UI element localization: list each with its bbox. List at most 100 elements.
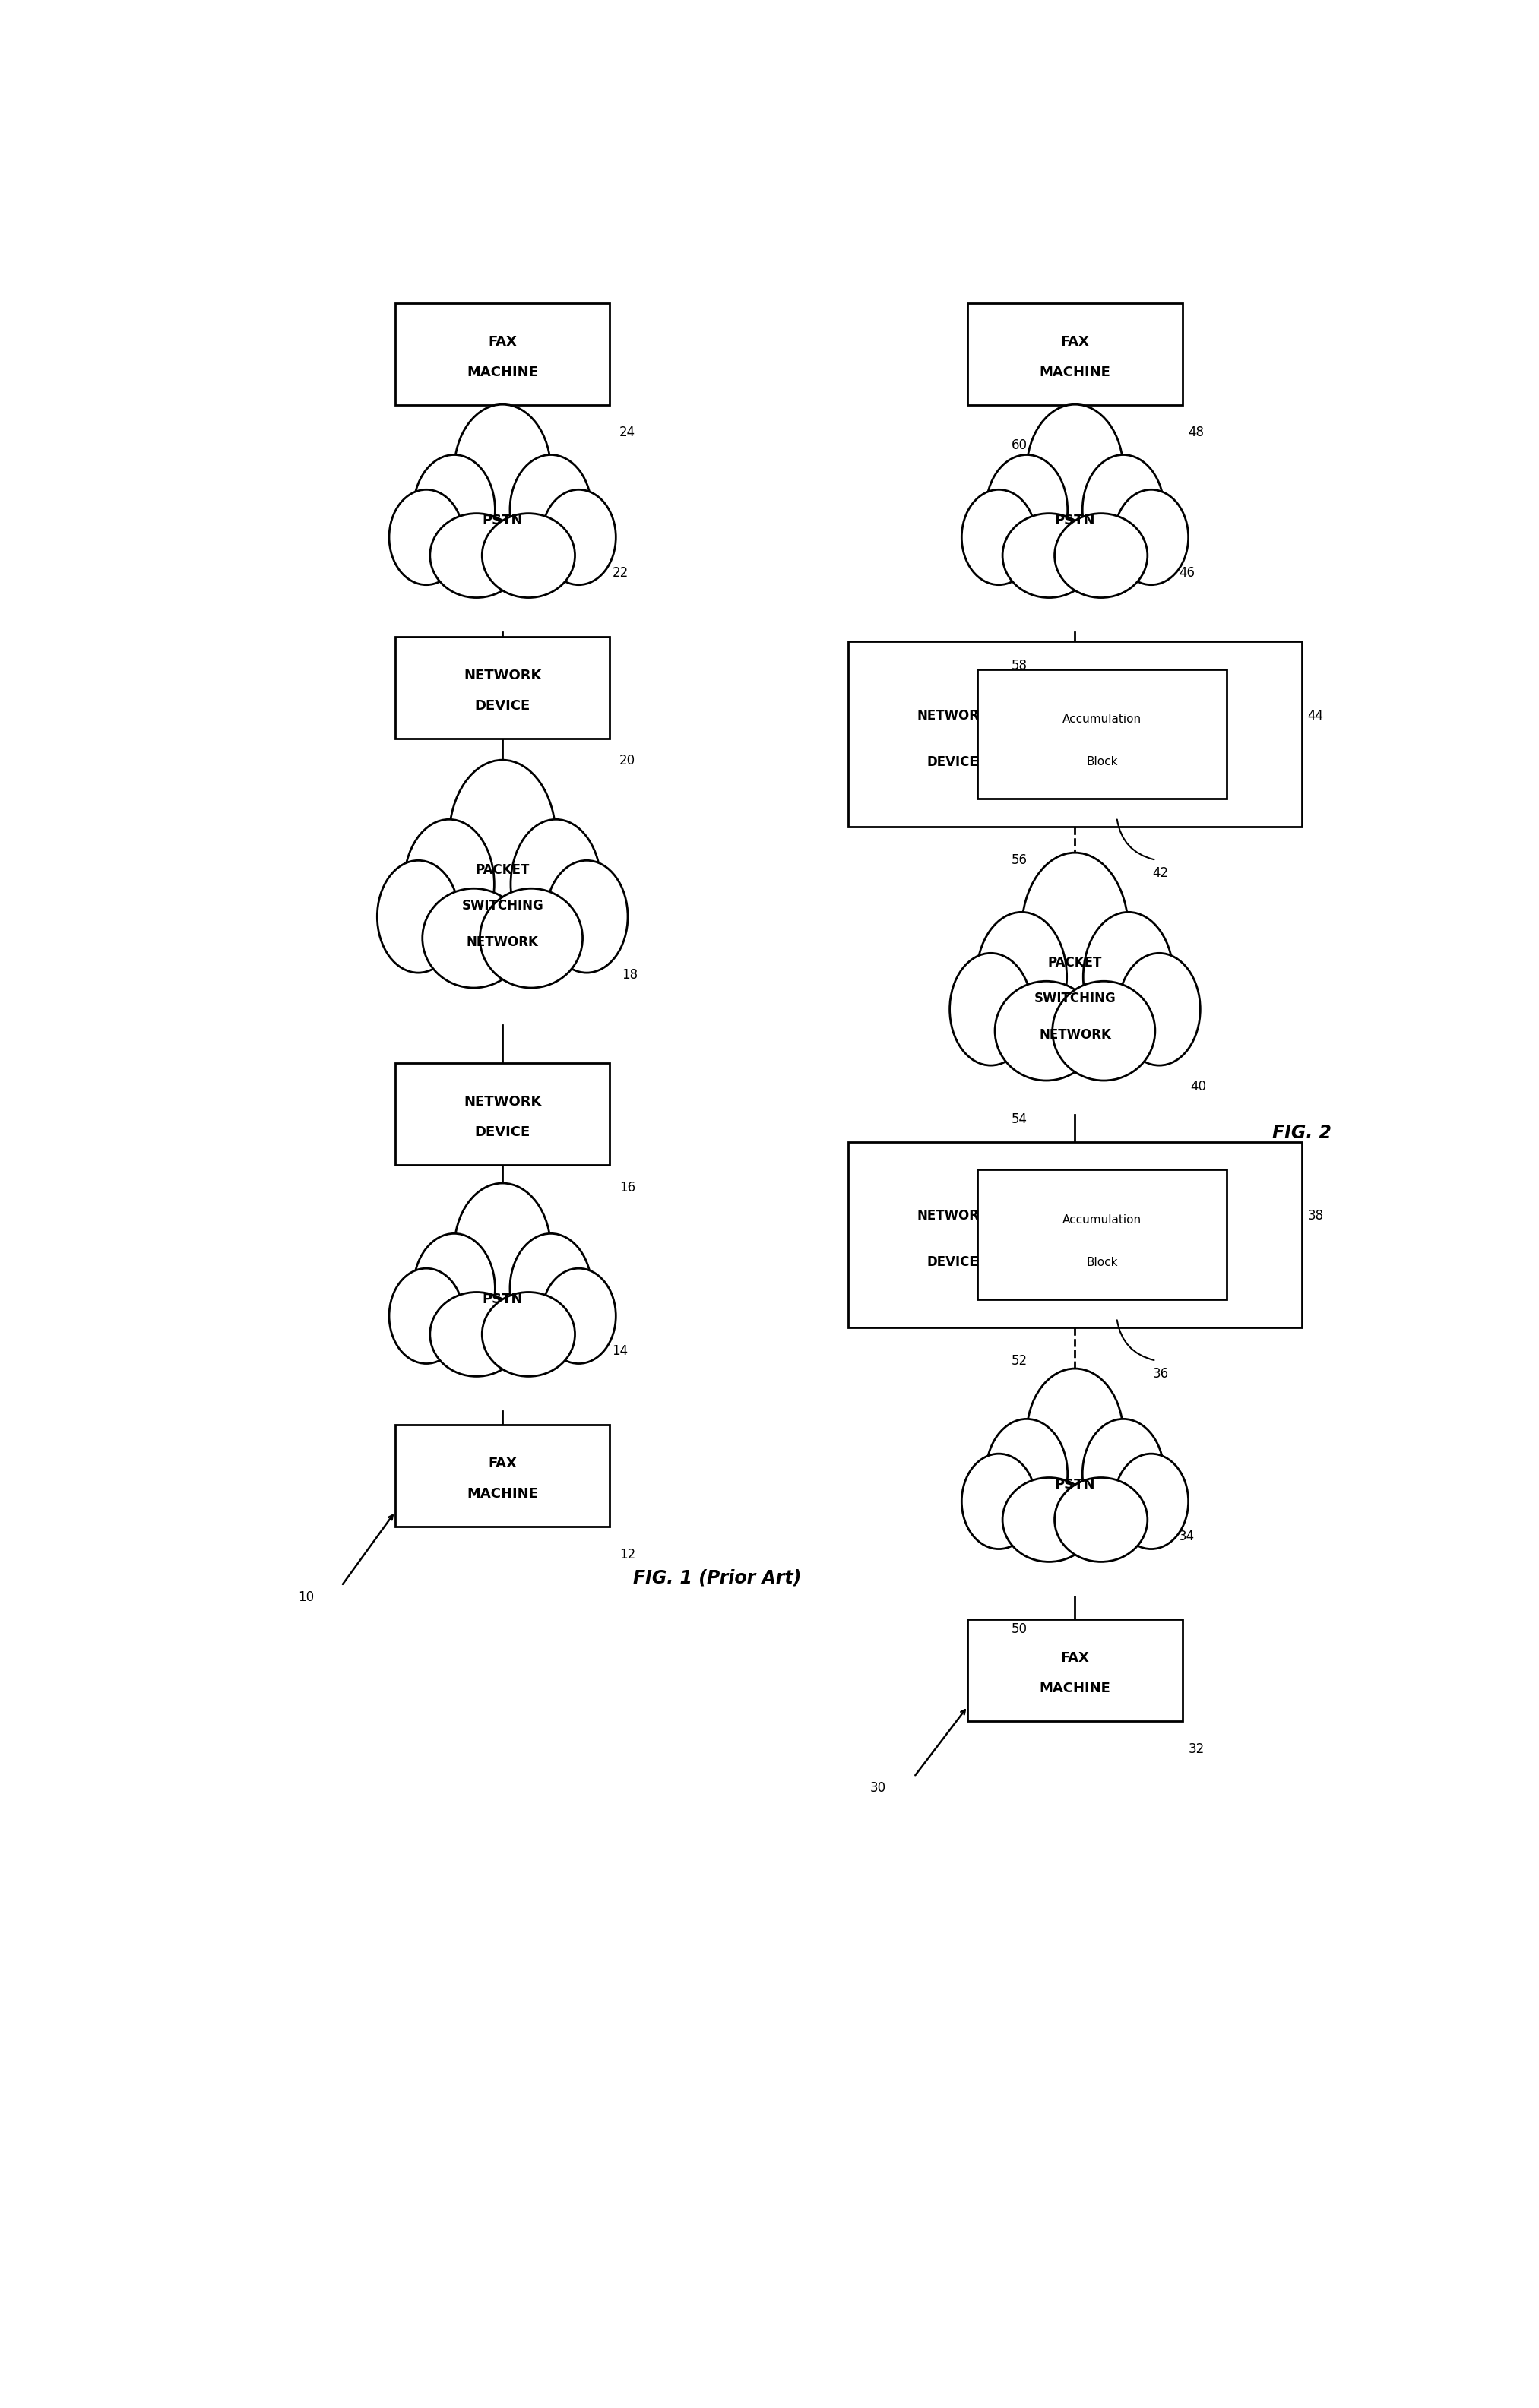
Text: 24: 24 [619,426,636,441]
Text: 48: 48 [1188,426,1203,441]
Ellipse shape [509,455,591,566]
Bar [848,641,1302,826]
Ellipse shape [986,1418,1068,1529]
Text: FIG. 1 (Prior Art): FIG. 1 (Prior Art) [633,1568,802,1587]
Text: SWITCHING: SWITCHING [462,898,543,913]
Bar [977,669,1227,799]
Text: DEVICE: DEVICE [474,1125,531,1139]
Text: DEVICE: DEVICE [926,1255,979,1269]
Text: 10: 10 [297,1589,314,1604]
Ellipse shape [1027,1368,1123,1500]
Bar [396,1062,609,1165]
Text: 22: 22 [613,566,628,580]
Text: NETWORK: NETWORK [1039,1028,1111,1043]
Ellipse shape [1082,455,1163,566]
Text: DEVICE: DEVICE [926,756,979,768]
Text: PACKET: PACKET [476,864,529,877]
Ellipse shape [546,860,628,973]
Text: 58: 58 [1011,657,1028,672]
Text: Block: Block [1087,756,1117,768]
Ellipse shape [1054,513,1148,597]
Text: 16: 16 [619,1180,636,1194]
Text: NETWORK: NETWORK [463,669,542,681]
Ellipse shape [480,889,583,987]
Ellipse shape [1053,980,1156,1081]
Text: 32: 32 [1188,1743,1205,1755]
Text: 18: 18 [622,968,637,982]
Ellipse shape [454,405,551,537]
Text: 34: 34 [1179,1529,1194,1544]
Ellipse shape [1082,1418,1163,1529]
Text: 12: 12 [619,1548,636,1560]
Ellipse shape [414,455,496,566]
Text: PSTN: PSTN [482,513,523,527]
Text: FAX: FAX [1060,335,1090,349]
Text: NETWORK: NETWORK [917,708,988,722]
Text: SWITCHING: SWITCHING [1034,992,1116,1004]
Text: Accumulation: Accumulation [1062,713,1142,725]
Bar [848,1141,1302,1327]
Ellipse shape [414,1233,496,1344]
Ellipse shape [509,1233,591,1344]
Ellipse shape [1114,1454,1188,1548]
Text: PSTN: PSTN [1054,513,1096,527]
Text: 54: 54 [1011,1112,1028,1127]
Text: FAX: FAX [488,1457,517,1471]
Text: MACHINE: MACHINE [1039,366,1111,378]
Bar [396,636,609,739]
Text: MACHINE: MACHINE [1039,1681,1111,1695]
Text: MACHINE: MACHINE [466,366,539,378]
Text: 30: 30 [870,1782,886,1794]
Ellipse shape [1002,1479,1096,1563]
Text: 36: 36 [1153,1368,1168,1380]
Ellipse shape [429,513,523,597]
Ellipse shape [1054,1479,1148,1563]
Text: 56: 56 [1011,852,1028,867]
Ellipse shape [377,860,459,973]
Text: 46: 46 [1179,566,1194,580]
Ellipse shape [994,980,1097,1081]
Text: DEVICE: DEVICE [474,698,531,713]
Ellipse shape [389,1269,463,1363]
Bar [968,1618,1182,1722]
Ellipse shape [482,513,576,597]
Bar [396,1426,609,1527]
Text: 50: 50 [1011,1623,1028,1637]
Bar [968,303,1182,405]
Ellipse shape [1083,913,1174,1043]
Ellipse shape [422,889,525,987]
Text: 52: 52 [1011,1353,1028,1368]
Text: NETWORK: NETWORK [917,1209,988,1223]
Text: FAX: FAX [1060,1652,1090,1664]
Bar [396,303,609,405]
Text: PACKET: PACKET [1048,956,1102,970]
Ellipse shape [542,1269,616,1363]
Ellipse shape [962,489,1036,585]
Text: Block: Block [1087,1257,1117,1269]
Text: 20: 20 [619,754,636,768]
Ellipse shape [1114,489,1188,585]
Text: 40: 40 [1191,1079,1207,1093]
Ellipse shape [542,489,616,585]
Text: Accumulation: Accumulation [1062,1214,1142,1226]
Ellipse shape [449,761,556,915]
Ellipse shape [482,1293,576,1377]
Ellipse shape [962,1454,1036,1548]
Text: MACHINE: MACHINE [466,1488,539,1500]
Ellipse shape [403,819,494,949]
Text: PSTN: PSTN [1054,1479,1096,1491]
Ellipse shape [1027,405,1123,537]
Text: 60: 60 [1011,438,1028,453]
Ellipse shape [429,1293,523,1377]
Text: FAX: FAX [488,335,517,349]
Text: 38: 38 [1308,1209,1324,1223]
Ellipse shape [1002,513,1096,597]
Ellipse shape [511,819,602,949]
Ellipse shape [454,1182,551,1315]
Ellipse shape [976,913,1067,1043]
Ellipse shape [950,954,1031,1064]
Bar [977,1170,1227,1300]
Ellipse shape [1119,954,1200,1064]
Text: 44: 44 [1308,708,1324,722]
Ellipse shape [986,455,1068,566]
